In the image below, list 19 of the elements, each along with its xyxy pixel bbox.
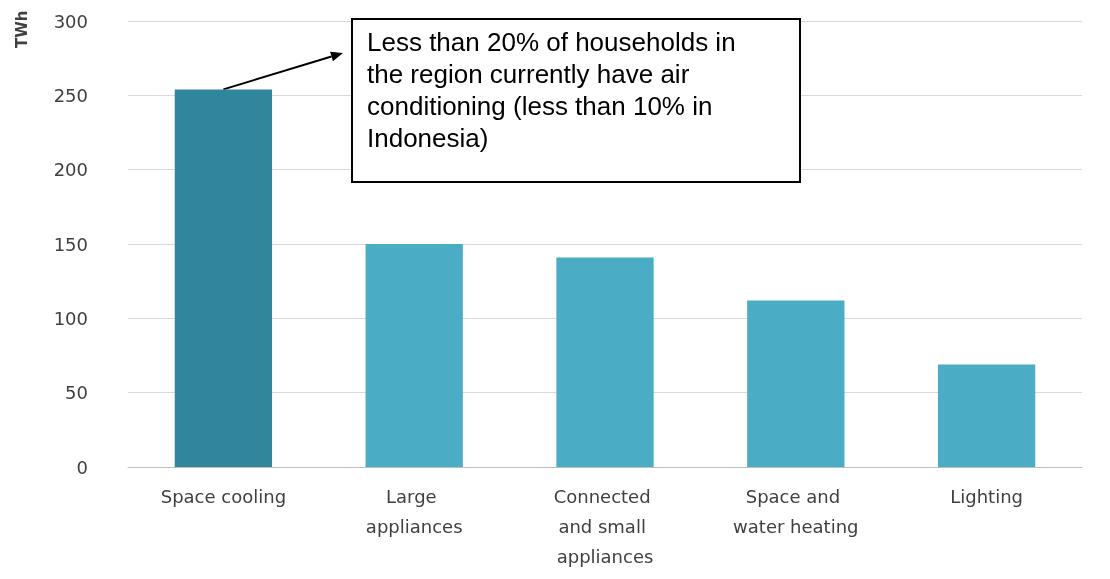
y-tick-label: 200 [53, 159, 88, 181]
x-tick-label: Space and water heating [733, 485, 859, 537]
bar [174, 89, 273, 467]
y-tick-label: 300 [53, 10, 88, 32]
x-tick-label: Lighting [950, 485, 1023, 507]
x-tick-label: Large appliances [365, 485, 463, 537]
y-tick-label: 250 [53, 84, 88, 106]
y-tick-label: 150 [53, 233, 88, 255]
bar [937, 364, 1036, 467]
annotation: Less than 20% of households in the region currently have air conditioning (less than 10% in Indonesia) [351, 18, 801, 183]
bar [747, 300, 845, 467]
y-tick-label: 0 [76, 456, 88, 478]
bar [365, 244, 463, 467]
bar [556, 257, 654, 467]
y-tick-label: 100 [53, 307, 88, 329]
y-tick-label: 50 [65, 382, 88, 404]
y-axis-title: TWh [13, 10, 31, 48]
x-tick-label: Connected and small appliances [553, 485, 657, 567]
x-tick-label: Space cooling [160, 485, 287, 507]
